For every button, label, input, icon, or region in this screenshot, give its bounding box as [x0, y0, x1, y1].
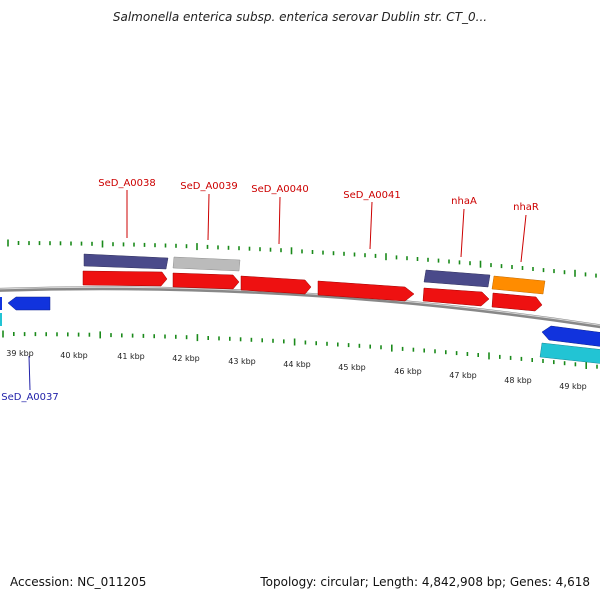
gene-label-nhaa[interactable]: nhaA — [451, 196, 477, 207]
leader-sed-a0041 — [369, 201, 373, 250]
scale-label: 42 kbp — [172, 354, 200, 363]
leader-sed-a0037 — [28, 355, 31, 391]
leader-nhaa — [460, 208, 465, 258]
feature-sed-a0041-cds[interactable] — [317, 280, 415, 302]
scale-label: 49 kbp — [559, 382, 587, 391]
gene-label-sed-a0041[interactable]: SeD_A0041 — [343, 190, 401, 201]
feature-sed-a0038-outer[interactable] — [83, 253, 169, 270]
gene-label-sed-a0039[interactable]: SeD_A0039 — [180, 181, 238, 192]
gene-label-sed-a0037[interactable]: SeD_A0037 — [1, 392, 59, 403]
gene-label-nhar[interactable]: nhaR — [513, 202, 539, 213]
leader-sed-a0040 — [278, 196, 281, 245]
feature-sed-a0039-outer[interactable] — [172, 256, 241, 272]
feature-sed-a0039-cds[interactable] — [172, 272, 240, 290]
inner-tick-ring — [2, 330, 598, 369]
scale-label: 39 kbp — [6, 349, 34, 358]
scale-label: 47 kbp — [449, 371, 477, 380]
feature-nhar-outer[interactable] — [491, 275, 546, 295]
feature-edge-cyan[interactable] — [0, 313, 2, 326]
accession-text: Accession: NC_011205 — [10, 575, 147, 589]
feature-nhaa-outer[interactable] — [423, 269, 491, 288]
scale-label: 41 kbp — [117, 352, 145, 361]
leader-sed-a0039 — [207, 193, 210, 241]
map-title: Salmonella enterica subsp. enterica sero… — [112, 10, 488, 24]
outer-tick-ring — [7, 239, 597, 278]
scale-label: 45 kbp — [338, 363, 366, 372]
gene-label-sed-a0040[interactable]: SeD_A0040 — [251, 184, 309, 195]
scale-label: 48 kbp — [504, 376, 532, 385]
scale-label: 43 kbp — [228, 357, 256, 366]
feature-sed-a0038-cds[interactable] — [82, 270, 168, 287]
gene-label-sed-a0038[interactable]: SeD_A0038 — [98, 178, 156, 189]
feature-nhar-cds[interactable] — [491, 292, 543, 312]
scale-label: 46 kbp — [394, 367, 422, 376]
feature-edge-blue[interactable] — [0, 297, 2, 310]
feature-reverse-blue-right[interactable] — [541, 325, 600, 347]
scale-label: 40 kbp — [60, 351, 88, 360]
leader-nhar — [520, 214, 527, 263]
genome-backbone — [0, 286, 600, 329]
feature-reverse-cyan-right[interactable] — [539, 342, 600, 364]
scale-label: 44 kbp — [283, 360, 311, 369]
topology-summary: Topology: circular; Length: 4,842,908 bp… — [260, 575, 590, 589]
scale-labels: 39 kbp 40 kbp 41 kbp 42 kbp 43 kbp 44 kbp 45 k… — [6, 349, 587, 391]
feature-sed-a0037-cds[interactable] — [7, 296, 51, 311]
feature-sed-a0040-cds[interactable] — [240, 275, 312, 295]
feature-nhaa-cds[interactable] — [422, 287, 490, 307]
